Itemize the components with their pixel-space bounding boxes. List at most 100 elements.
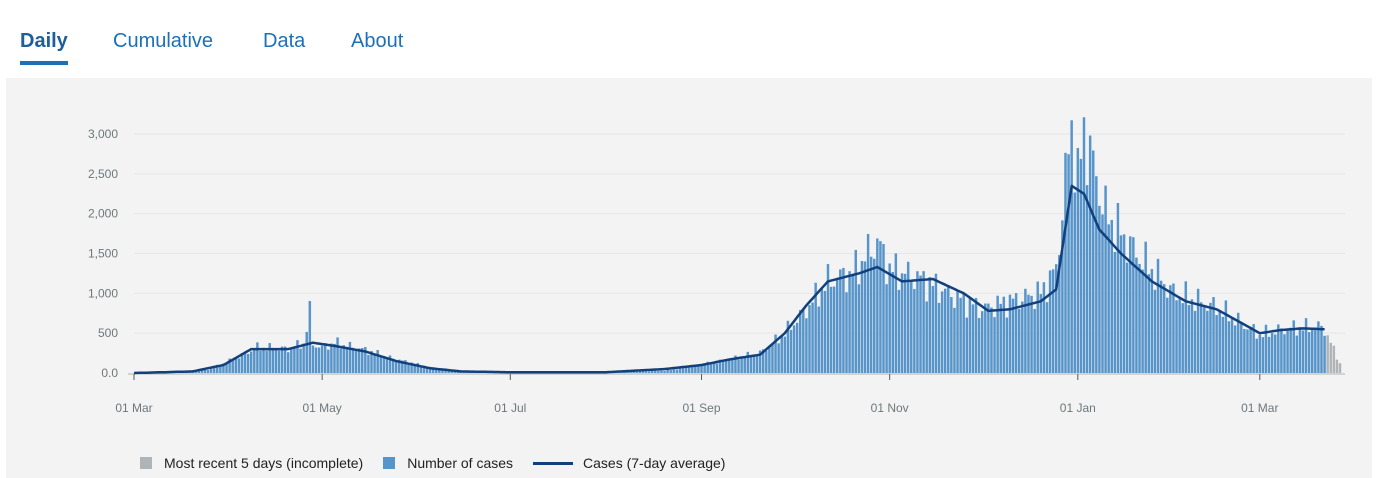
bar [1085,185,1089,373]
bar [317,347,321,373]
bar [771,343,774,373]
bar [959,297,962,373]
legend-label-cases: Number of cases [407,455,514,471]
bar [863,261,867,373]
bar [950,297,953,373]
bar [703,365,706,373]
bar [401,360,404,373]
bar [1289,327,1292,373]
bar [774,334,777,373]
tab-about[interactable]: About [351,30,404,52]
bar [413,363,416,373]
bar [761,349,765,373]
bar [438,368,441,373]
bar [996,295,999,373]
chart-panel [6,78,1372,478]
bar [1162,284,1166,373]
bar [675,369,679,373]
bar [691,366,694,373]
bar [1098,205,1101,373]
bar [1311,329,1314,373]
bar [836,280,839,373]
bar [971,304,975,373]
bar [879,241,882,373]
bar [869,256,873,373]
x-tick-label: 01 Sep [683,401,721,415]
tab-data[interactable]: Data [263,30,306,52]
bar [237,358,241,373]
bar [1014,293,1018,373]
y-axis-ticks: 0.0 500 1,000 1,500 2,000 2,500 3,000 [88,127,118,380]
bar [1156,258,1160,373]
x-tick-label: 01 Mar [115,401,152,415]
bar [1270,333,1274,373]
tab-daily[interactable]: Daily [20,30,68,65]
bar [758,350,762,373]
bar [228,358,231,373]
bar [1073,192,1076,373]
bar [286,352,290,373]
bar [1258,334,1262,373]
bar [216,364,219,373]
bar [1224,300,1228,373]
bar [1138,263,1141,373]
bar [351,347,355,373]
bar [1301,330,1305,373]
legend-item-cases: Number of cases [383,455,513,471]
bar [947,285,950,373]
bar [277,350,281,373]
bar [987,303,990,373]
bar [431,367,435,373]
bar [246,353,250,373]
bar [823,290,827,373]
bar [857,284,861,373]
tab-cumulative[interactable]: Cumulative [113,30,214,52]
bar [876,238,879,373]
bar [1286,329,1289,373]
bar [1002,296,1006,373]
bar [308,301,312,373]
bar [792,325,796,373]
bar [398,359,401,373]
bar [755,355,759,373]
bar [336,337,339,373]
bar [697,366,700,373]
bar [1144,241,1147,373]
bar [1153,289,1157,373]
bar [1141,269,1144,373]
bar [200,370,204,373]
bar [1129,236,1132,373]
bar [1246,329,1249,373]
bar [808,305,811,373]
bar [953,307,956,373]
bar [1277,324,1280,373]
bar [265,350,268,373]
bar [1252,324,1255,373]
bar [1027,294,1030,373]
bar [283,346,287,373]
bar [1295,335,1299,373]
bar [906,261,910,373]
bar [743,358,746,373]
bar [956,290,959,373]
bar [663,370,666,373]
bar [999,303,1002,373]
bar [225,363,228,373]
bar [740,356,743,373]
bar [206,369,210,373]
bar [361,347,364,373]
bar [1249,327,1252,373]
bar [447,370,450,373]
bar [1064,152,1067,373]
bar [1030,295,1033,373]
bar [419,366,423,373]
bar [913,289,916,373]
bar-incomplete [1326,335,1329,373]
bar [839,269,842,373]
x-tick-label: 01 Mar [1241,401,1278,415]
bar [314,347,318,373]
bar [1107,224,1110,373]
bar [660,370,663,373]
bar [1243,328,1246,373]
bar-incomplete [1335,359,1339,373]
